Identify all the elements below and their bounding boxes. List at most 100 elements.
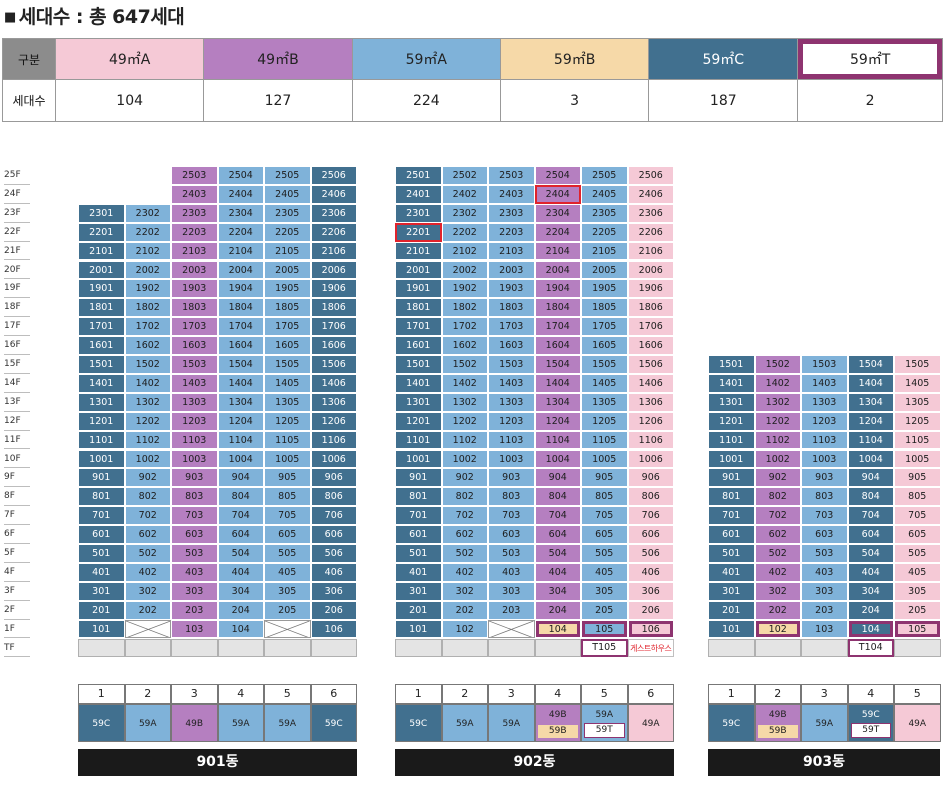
- unit-902동-2006[interactable]: 2006: [627, 260, 674, 280]
- unit-902동-1304[interactable]: 1304: [534, 392, 581, 412]
- unit-901동-1204[interactable]: 1204: [217, 411, 264, 431]
- unit-902동-2001[interactable]: 2001: [395, 260, 442, 280]
- unit-902동-1701[interactable]: 1701: [395, 317, 442, 337]
- unit-902동-1003[interactable]: 1003: [488, 449, 535, 469]
- unit-902동-1403[interactable]: 1403: [488, 373, 535, 393]
- unit-903동-405[interactable]: 405: [894, 562, 941, 582]
- unit-903동-1004[interactable]: 1004: [847, 449, 894, 469]
- unit-901동-403[interactable]: 403: [171, 562, 218, 582]
- unit-901동-1101[interactable]: 1101: [78, 430, 125, 450]
- unit-903동-1402[interactable]: 1402: [754, 373, 801, 393]
- unit-903동-1503[interactable]: 1503: [801, 355, 848, 374]
- unit-901동-1203[interactable]: 1203: [171, 411, 218, 431]
- unit-903동-1201[interactable]: 1201: [708, 411, 755, 431]
- unit-901동-203[interactable]: 203: [171, 600, 218, 620]
- unit-903동-604[interactable]: 604: [847, 525, 894, 544]
- unit-901동-1206[interactable]: 1206: [310, 411, 357, 431]
- unit-902동-505[interactable]: 505: [581, 544, 628, 563]
- unit-901동-404[interactable]: 404: [217, 562, 264, 582]
- unit-901동-2303[interactable]: 2303: [171, 203, 218, 223]
- unit-902동-2101[interactable]: 2101: [395, 241, 442, 261]
- unit-902동-503[interactable]: 503: [488, 544, 535, 563]
- unit-903동-505[interactable]: 505: [894, 544, 941, 563]
- unit-902동-701[interactable]: 701: [395, 506, 442, 526]
- unit-901동-601[interactable]: 601: [78, 525, 125, 544]
- unit-902동-1002[interactable]: 1002: [441, 449, 488, 469]
- unit-903동-1103[interactable]: 1103: [801, 430, 848, 450]
- unit-901동-1005[interactable]: 1005: [264, 449, 311, 469]
- unit-902동-1602[interactable]: 1602: [441, 336, 488, 355]
- unit-902동-2303[interactable]: 2303: [488, 203, 535, 223]
- unit-901동-2301[interactable]: 2301: [78, 203, 125, 223]
- unit-903동-502[interactable]: 502: [754, 544, 801, 563]
- unit-902동-1206[interactable]: 1206: [627, 411, 674, 431]
- unit-901동-703[interactable]: 703: [171, 506, 218, 526]
- unit-902동-903[interactable]: 903: [488, 468, 535, 488]
- unit-902동-1306[interactable]: 1306: [627, 392, 674, 412]
- unit-901동-1504[interactable]: 1504: [217, 355, 264, 374]
- unit-901동-303[interactable]: 303: [171, 581, 218, 601]
- unit-903동-204[interactable]: 204: [847, 600, 894, 620]
- unit-902동-1502[interactable]: 1502: [441, 355, 488, 374]
- unit-903동-904[interactable]: 904: [847, 468, 894, 488]
- unit-902동-1103[interactable]: 1103: [488, 430, 535, 450]
- unit-902동-606[interactable]: 606: [627, 525, 674, 544]
- unit-903동-1205[interactable]: 1205: [894, 411, 941, 431]
- unit-902동-2503[interactable]: 2503: [488, 166, 535, 185]
- unit-901동-1004[interactable]: 1004: [217, 449, 264, 469]
- unit-902동-1201[interactable]: 1201: [395, 411, 442, 431]
- unit-901동-2506[interactable]: 2506: [310, 166, 357, 185]
- unit-903동-605[interactable]: 605: [894, 525, 941, 544]
- unit-901동-1303[interactable]: 1303: [171, 392, 218, 412]
- unit-901동-1106[interactable]: 1106: [310, 430, 357, 450]
- unit-902동-1501[interactable]: 1501: [395, 355, 442, 374]
- unit-901동-603[interactable]: 603: [171, 525, 218, 544]
- unit-902동-1303[interactable]: 1303: [488, 392, 535, 412]
- unit-901동-205[interactable]: 205: [264, 600, 311, 620]
- unit-903동-105[interactable]: 105: [894, 619, 941, 639]
- unit-901동-2003[interactable]: 2003: [171, 260, 218, 280]
- unit-902동-702[interactable]: 702: [441, 506, 488, 526]
- unit-901동-405[interactable]: 405: [264, 562, 311, 582]
- unit-903동-1203[interactable]: 1203: [801, 411, 848, 431]
- unit-902동-2206[interactable]: 2206: [627, 222, 674, 242]
- unit-901동-2306[interactable]: 2306: [310, 203, 357, 223]
- unit-902동-1401[interactable]: 1401: [395, 373, 442, 393]
- unit-903동-1305[interactable]: 1305: [894, 392, 941, 412]
- unit-901동-1704[interactable]: 1704: [217, 317, 264, 337]
- unit-901동-904[interactable]: 904: [217, 468, 264, 488]
- unit-901동-2204[interactable]: 2204: [217, 222, 264, 242]
- unit-901동-602[interactable]: 602: [124, 525, 171, 544]
- unit-903동-1202[interactable]: 1202: [754, 411, 801, 431]
- unit-902동-601[interactable]: 601: [395, 525, 442, 544]
- unit-902동-106[interactable]: 106: [627, 619, 674, 639]
- unit-903동-205[interactable]: 205: [894, 600, 941, 620]
- unit-901동-1305[interactable]: 1305: [264, 392, 311, 412]
- unit-901동-1404[interactable]: 1404: [217, 373, 264, 393]
- unit-902동-303[interactable]: 303: [488, 581, 535, 601]
- unit-902동-802[interactable]: 802: [441, 487, 488, 507]
- unit-903동-1502[interactable]: 1502: [754, 355, 801, 374]
- unit-902동-2501[interactable]: 2501: [395, 166, 442, 185]
- unit-901동-1703[interactable]: 1703: [171, 317, 218, 337]
- unit-903동-1101[interactable]: 1101: [708, 430, 755, 450]
- unit-902동-705[interactable]: 705: [581, 506, 628, 526]
- unit-901동-1304[interactable]: 1304: [217, 392, 264, 412]
- unit-902동-402[interactable]: 402: [441, 562, 488, 582]
- unit-903동-601[interactable]: 601: [708, 525, 755, 544]
- unit-903동-1505[interactable]: 1505: [894, 355, 941, 374]
- unit-903동-1105[interactable]: 1105: [894, 430, 941, 450]
- unit-902동-1905[interactable]: 1905: [581, 279, 628, 299]
- unit-901동-1903[interactable]: 1903: [171, 279, 218, 299]
- unit-902동-1803[interactable]: 1803: [488, 298, 535, 318]
- unit-901동-1706[interactable]: 1706: [310, 317, 357, 337]
- unit-901동-2503[interactable]: 2503: [171, 166, 218, 185]
- unit-903동-705[interactable]: 705: [894, 506, 941, 526]
- unit-901동-1501[interactable]: 1501: [78, 355, 125, 374]
- unit-901동-2404[interactable]: 2404: [217, 184, 264, 204]
- unit-901동-901[interactable]: 901: [78, 468, 125, 488]
- unit-901동-2304[interactable]: 2304: [217, 203, 264, 223]
- unit-902동-1305[interactable]: 1305: [581, 392, 628, 412]
- unit-902동-1801[interactable]: 1801: [395, 298, 442, 318]
- unit-903동-602[interactable]: 602: [754, 525, 801, 544]
